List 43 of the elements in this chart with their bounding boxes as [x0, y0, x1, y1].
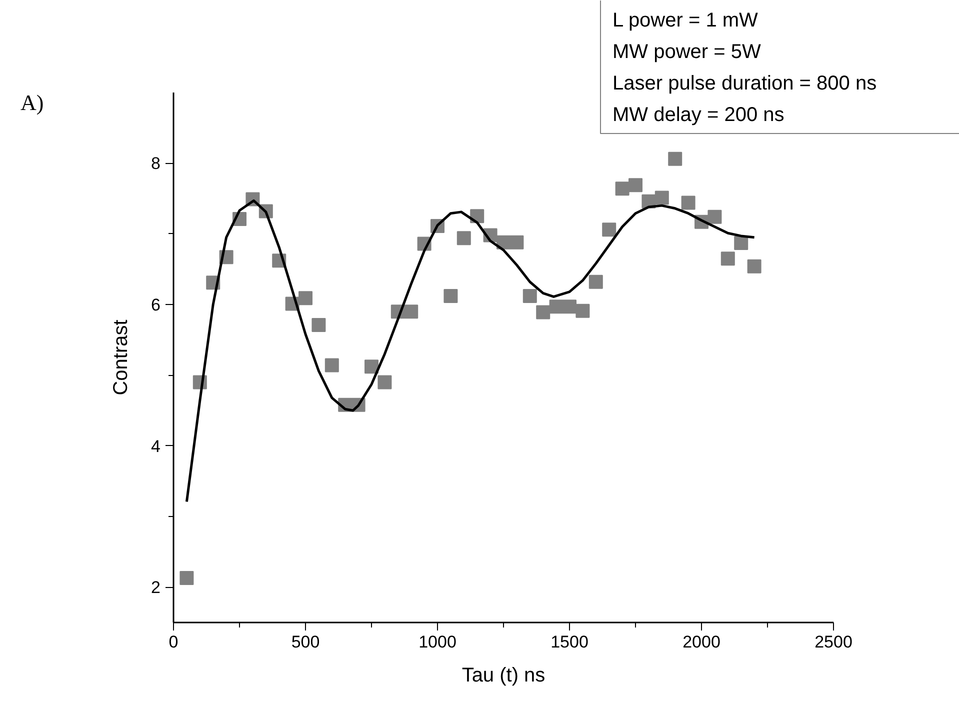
- point: [720, 252, 735, 266]
- point: [615, 182, 630, 196]
- point: [324, 358, 339, 372]
- point: [668, 152, 682, 166]
- text: MW power = 5W: [612, 41, 761, 63]
- point: [404, 304, 418, 319]
- point: [708, 210, 722, 224]
- y-tick-label: 6: [151, 296, 161, 314]
- y-tick-label: 4: [151, 436, 161, 456]
- x-tick-label: 500: [291, 632, 320, 652]
- y-tick-label: 2: [151, 578, 161, 598]
- point: [522, 289, 537, 304]
- point: [536, 305, 550, 320]
- x-tick-label: 1000: [418, 632, 456, 652]
- annotation: Laser pulse duration = 800 ns: [612, 72, 877, 94]
- y-axis-title: Contrast: [110, 319, 132, 396]
- point: [298, 291, 312, 306]
- text: L power = 1 mW: [612, 10, 758, 32]
- point: [628, 178, 642, 192]
- point: [747, 259, 762, 274]
- annotation: MW delay = 200 ns: [612, 104, 784, 126]
- point: [681, 196, 696, 210]
- chart-title: A): [20, 90, 44, 115]
- point: [576, 304, 590, 318]
- x-tick-label: 0: [168, 632, 178, 652]
- x-tick-label: 2000: [682, 632, 720, 652]
- point: [456, 231, 471, 246]
- point: [444, 289, 458, 304]
- point: [549, 300, 564, 314]
- x-tick-label: 2500: [814, 632, 852, 652]
- point: [364, 360, 378, 374]
- point: [602, 222, 616, 237]
- point: [378, 375, 392, 390]
- point: [734, 236, 748, 250]
- point: [312, 318, 326, 332]
- point: [180, 570, 194, 585]
- point: [588, 274, 603, 289]
- point: [654, 190, 669, 205]
- point: [510, 235, 524, 250]
- x-axis-title: Tau (t) ns: [462, 664, 546, 686]
- y-tick-label: 8: [151, 154, 161, 174]
- x-tick-label: 1500: [550, 632, 588, 652]
- point: [562, 300, 576, 314]
